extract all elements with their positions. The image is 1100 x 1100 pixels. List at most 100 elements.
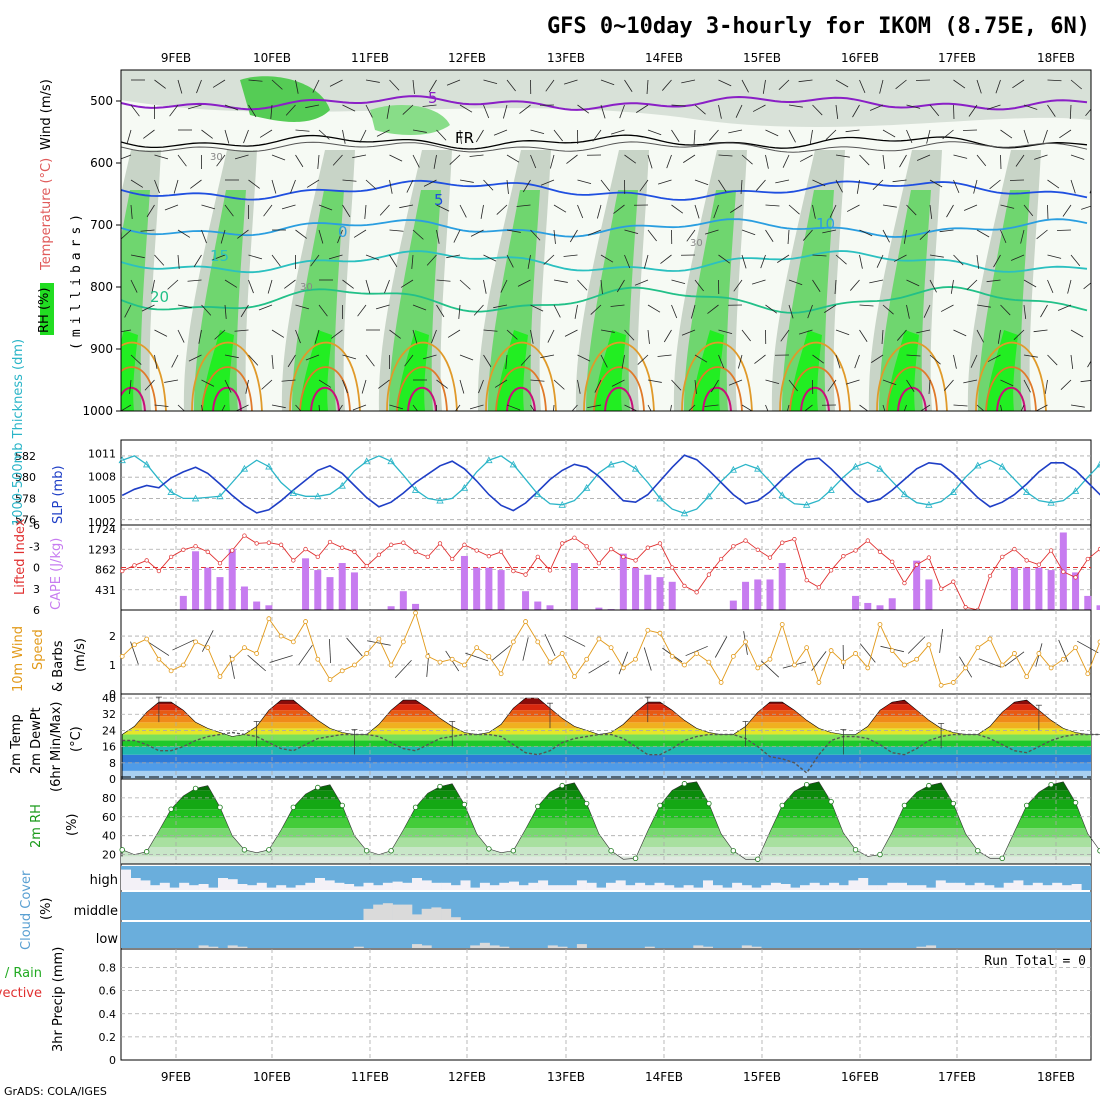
cape-bar: [179, 595, 187, 610]
rh-label: 30: [690, 238, 703, 249]
li-point: [388, 542, 394, 547]
li-point: [682, 583, 687, 589]
cloud-high-gap: [673, 887, 684, 890]
cloud-high-gap: [528, 882, 539, 890]
li-point: [254, 541, 259, 546]
wind10m-point: [315, 656, 321, 662]
date-label-top: 16FEB: [841, 51, 879, 65]
rh-point: [1048, 781, 1054, 788]
cloud-high-gap: [198, 884, 209, 890]
cloud-high-gap: [1071, 884, 1082, 890]
wind10m-point: [1048, 665, 1054, 671]
li-point: [853, 548, 858, 553]
cloud-high-gap: [256, 882, 267, 890]
wind10m-point: [926, 642, 932, 648]
rh-point: [535, 803, 541, 810]
wind10m-point: [523, 619, 528, 624]
wind10m-point: [388, 662, 394, 668]
li-point: [547, 568, 553, 573]
wind10m-barb: [394, 659, 412, 679]
li-point: [987, 573, 993, 579]
pressure-tick: 800: [90, 280, 113, 294]
precip-panel: 0.8 0.6 0.4 0.2 0 Total / Rain Convective 3h…: [0, 947, 1092, 1067]
rh-point: [681, 781, 688, 787]
thickness-point: [485, 456, 493, 464]
wind10m-point: [963, 665, 968, 671]
upper-air-panel: 5 FR 0 5 10 15 20 30 30 30 500 600 700 800 900 1000 RH…: [37, 69, 1092, 418]
pressure-tick: 500: [90, 94, 113, 108]
rh-point: [755, 856, 761, 862]
li-point: [437, 541, 443, 546]
li-point: [596, 561, 602, 566]
li-point: [266, 540, 272, 545]
thickness-tick: 578: [15, 492, 36, 505]
cloud-high-gap: [218, 878, 228, 890]
cape-bar: [302, 558, 310, 610]
cape-bar: [754, 579, 762, 610]
date-label-top: 9FEB: [161, 51, 191, 65]
cloud-high-gap: [751, 887, 762, 890]
cape-bar: [204, 567, 212, 610]
cape-bar: [534, 601, 542, 610]
cloud-middle-bar: [402, 904, 413, 920]
cloud-low-bar: [693, 945, 704, 948]
cape-bar: [619, 553, 627, 610]
cloud-middle-bar: [392, 904, 403, 920]
date-label-bottom: 10FEB: [253, 1070, 291, 1084]
li-point: [181, 547, 186, 552]
wind10m-point: [767, 656, 773, 662]
date-label-top: 15FEB: [743, 51, 781, 65]
wind-axis-label: Wind (m/s): [39, 79, 54, 150]
li-point: [743, 538, 748, 543]
cape-bar: [913, 560, 921, 610]
svg-text:& Barbs: & Barbs: [51, 640, 66, 692]
rh-point: [388, 848, 394, 854]
wind10m-point: [449, 656, 455, 662]
cape-li-panel: -6 -3 0 3 6 1724 1293 862 431 Lifted Index CAPE …: [13, 518, 1100, 617]
li-point: [1000, 554, 1005, 560]
cloud-high-gap: [392, 881, 403, 890]
cloud-high-gap: [315, 878, 325, 890]
li-point: [217, 561, 223, 566]
date-label-top: 10FEB: [253, 51, 291, 65]
slp-tick: 1002: [88, 516, 116, 529]
cloud-high-gap: [140, 880, 151, 890]
cloud-high-gap: [625, 885, 636, 890]
wind10m-point: [364, 651, 370, 656]
cape-bar: [460, 555, 468, 610]
thickness-point: [656, 494, 664, 502]
wind10m-point: [229, 656, 235, 662]
thickness-point: [387, 457, 395, 465]
cloud-middle-bar: [382, 903, 393, 920]
thickness-point: [142, 460, 151, 468]
cloud-high-gap: [1003, 882, 1014, 890]
cloud-high-gap: [334, 882, 345, 890]
cloud-high-gap: [412, 878, 422, 890]
wind10m-barb: [346, 637, 363, 657]
cloud-high-gap: [121, 869, 131, 890]
cloud-high-gap: [635, 882, 646, 890]
cloud-high-gap: [479, 882, 490, 890]
cloud-low-bar: [489, 945, 500, 948]
cloud-high-gap: [324, 880, 335, 890]
cloud-high-gap: [800, 885, 810, 890]
wind10m-point: [779, 622, 785, 627]
contour-label: 5: [428, 89, 438, 107]
li-point: [731, 544, 736, 549]
bottom-date-labels: 9FEB 10FEB 11FEB 12FEB 13FEB 14FEB 15FEB 16FEB 1…: [161, 1070, 1075, 1084]
wind10m-axis-label: 10m Wind: [11, 626, 26, 692]
cloud-high-gap: [1042, 885, 1053, 890]
li-point: [352, 549, 357, 555]
wind10m-point: [119, 653, 125, 659]
wind10m-point: [853, 651, 858, 656]
rh-point: [926, 782, 932, 789]
cape-bar: [473, 567, 481, 610]
cape-bar: [852, 595, 860, 610]
wind10m-panel: 0 1 2 10m Wind Speed & Barbs (m/s): [11, 609, 1100, 701]
cape-bar: [1084, 595, 1092, 610]
cape-bar: [864, 602, 872, 610]
wind10m-point: [437, 659, 443, 665]
svg-text:2m DewPt: 2m DewPt: [29, 707, 44, 774]
wind10m-point: [217, 674, 223, 680]
cape-bar: [778, 563, 786, 610]
